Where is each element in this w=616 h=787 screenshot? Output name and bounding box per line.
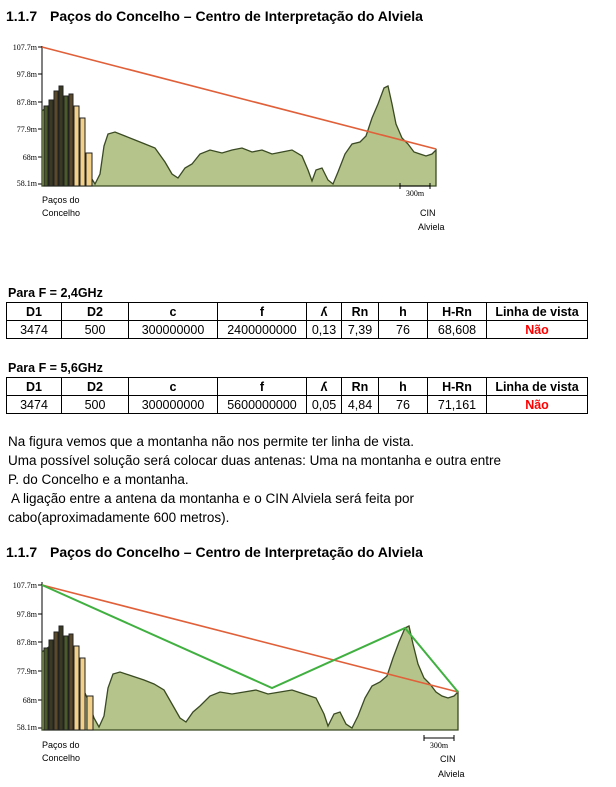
y-tick-label: 58.1m xyxy=(17,723,38,732)
header-cell: c xyxy=(128,377,218,396)
y-tick-label: 97.8m xyxy=(17,610,38,619)
start-label: Concelho xyxy=(42,208,80,218)
section-title-text: Paços do Concelho – Centro de Interpreta… xyxy=(50,8,423,24)
cell-line-of-sight: Não xyxy=(486,395,588,414)
header-cell: h xyxy=(378,377,428,396)
end-label: Alviela xyxy=(418,222,445,232)
buildings xyxy=(43,85,93,187)
table-caption: Para F = 2,4GHz xyxy=(8,286,103,300)
results-table-5-6ghz: D1 D2 c f ʎ Rn h H-Rn Linha de vista 347… xyxy=(6,377,588,414)
cell-lambda: 0,13 xyxy=(306,320,342,339)
line-of-sight xyxy=(41,584,459,693)
start-label: Paços do xyxy=(42,740,80,750)
section-title-text: Paços do Concelho – Centro de Interpreta… xyxy=(50,544,423,560)
y-tick-label: 77.9m xyxy=(17,667,38,676)
cell-c: 300000000 xyxy=(128,395,218,414)
paragraph-line: A ligação entre a antena da montanha e o… xyxy=(8,491,415,506)
cell-h-rn: 71,161 xyxy=(427,395,487,414)
scale-bar: 300m xyxy=(423,735,455,750)
y-tick-label: 68m xyxy=(23,153,38,162)
scale-label: 300m xyxy=(430,741,449,750)
paragraph-line: P. do Concelho e a montanha. xyxy=(8,472,189,487)
header-cell: ʎ xyxy=(306,377,342,396)
terrain-profile-svg: 107.7m 97.8m 87.8m 77.9m 68m 58.1m xyxy=(13,43,445,232)
section-title: 1.1.7 Paços do Concelho – Centro de Inter… xyxy=(6,544,423,560)
cell-line-of-sight: Não xyxy=(486,320,588,339)
terrain-area xyxy=(41,85,437,187)
cell-h: 76 xyxy=(378,320,428,339)
buildings xyxy=(43,625,94,731)
cell-f: 2400000000 xyxy=(217,320,307,339)
relay-path xyxy=(41,584,459,693)
cell-f: 5600000000 xyxy=(217,395,307,414)
table-caption: Para F = 5,6GHz xyxy=(8,361,103,375)
cell-lambda: 0,05 xyxy=(306,395,342,414)
start-label: Concelho xyxy=(42,753,80,763)
cell-d2: 500 xyxy=(61,320,129,339)
header-cell: ʎ xyxy=(306,302,342,321)
cell-d1: 3474 xyxy=(6,320,62,339)
y-tick-label: 58.1m xyxy=(17,179,38,188)
header-cell: Linha de vista xyxy=(486,377,588,396)
section-number: 1.1.7 xyxy=(6,8,38,24)
y-tick-label: 68m xyxy=(23,696,38,705)
header-cell: c xyxy=(128,302,218,321)
header-cell: f xyxy=(217,302,307,321)
cell-c: 300000000 xyxy=(128,320,218,339)
header-cell: Rn xyxy=(341,377,379,396)
end-label: Alviela xyxy=(438,769,465,779)
y-tick-label: 107.7m xyxy=(13,43,38,52)
header-cell: D2 xyxy=(61,302,129,321)
scale-bar: 300m xyxy=(399,183,431,198)
cell-h: 76 xyxy=(378,395,428,414)
y-tick-label: 87.8m xyxy=(17,638,38,647)
end-label: CIN xyxy=(420,208,436,218)
line-of-sight xyxy=(41,46,437,150)
header-cell: Linha de vista xyxy=(486,302,588,321)
paragraph-line: cabo(aproximadamente 600 metros). xyxy=(8,510,230,525)
terrain-area xyxy=(41,625,459,731)
table-row: 3474 500 300000000 5600000000 0,05 4,84 … xyxy=(6,395,588,414)
y-tick-label: 77.9m xyxy=(17,125,38,134)
y-tick-label: 97.8m xyxy=(17,70,38,79)
header-cell: D2 xyxy=(61,377,129,396)
header-cell: h xyxy=(378,302,428,321)
cell-d1: 3474 xyxy=(6,395,62,414)
scale-label: 300m xyxy=(406,189,425,198)
header-cell: Rn xyxy=(341,302,379,321)
terrain-profile-svg: 107.7m 97.8m 87.8m 77.9m 68m 58.1m xyxy=(13,581,465,779)
header-cell: D1 xyxy=(6,377,62,396)
table-header-row: D1 D2 c f ʎ Rn h H-Rn Linha de vista xyxy=(6,302,588,321)
paragraph-line: Uma possível solução será colocar duas a… xyxy=(8,453,502,468)
table-row: 3474 500 300000000 2400000000 0,13 7,39 … xyxy=(6,320,588,339)
end-label: CIN xyxy=(440,754,456,764)
cell-d2: 500 xyxy=(61,395,129,414)
section-number: 1.1.7 xyxy=(6,544,38,560)
cell-rn: 4,84 xyxy=(341,395,379,414)
table-header-row: D1 D2 c f ʎ Rn h H-Rn Linha de vista xyxy=(6,377,588,396)
header-cell: H-Rn xyxy=(427,302,487,321)
header-cell: f xyxy=(217,377,307,396)
cell-rn: 7,39 xyxy=(341,320,379,339)
y-tick-label: 87.8m xyxy=(17,98,38,107)
header-cell: H-Rn xyxy=(427,377,487,396)
section-title: 1.1.7 Paços do Concelho – Centro de Inter… xyxy=(6,8,423,24)
paragraph-line: Na figura vemos que a montanha não nos p… xyxy=(8,434,414,449)
header-cell: D1 xyxy=(6,302,62,321)
results-table-2-4ghz: D1 D2 c f ʎ Rn h H-Rn Linha de vista 347… xyxy=(6,302,588,339)
y-tick-label: 107.7m xyxy=(13,581,38,590)
terrain-profile-1: 107.7m 97.8m 87.8m 77.9m 68m 58.1m xyxy=(0,36,450,246)
cell-h-rn: 68,608 xyxy=(427,320,487,339)
explanation-paragraph: Na figura vemos que a montanha não nos p… xyxy=(8,432,501,527)
terrain-profile-2: 107.7m 97.8m 87.8m 77.9m 68m 58.1m xyxy=(0,572,470,784)
start-label: Paços do xyxy=(42,195,80,205)
